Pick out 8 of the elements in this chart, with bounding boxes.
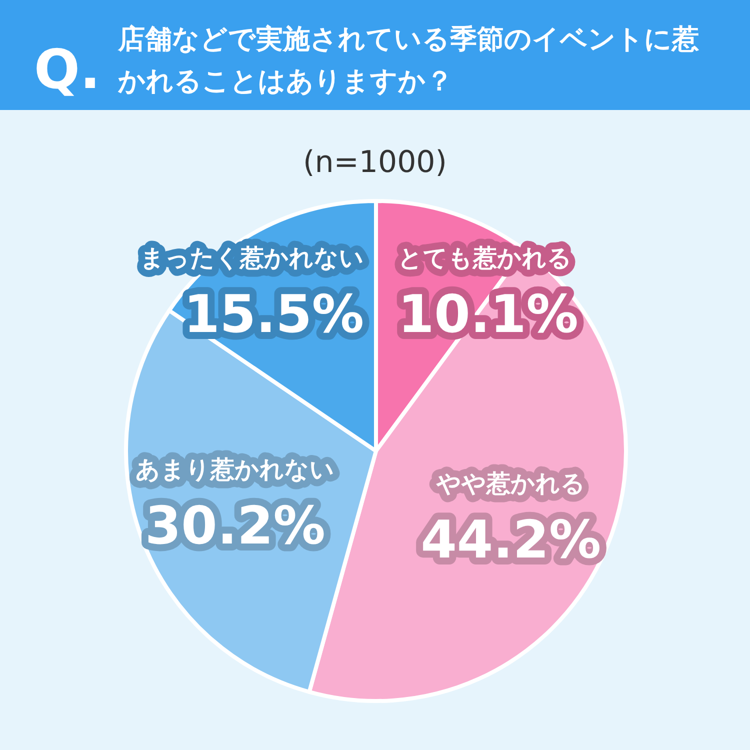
- data-label: 15.5%: [184, 285, 364, 345]
- slice-label: あまり惹かれない: [136, 456, 335, 484]
- slice-label: やや惹かれる: [435, 470, 586, 498]
- data-label: 44.2%: [420, 510, 602, 571]
- text: Q.: [34, 38, 100, 101]
- data-label: 30.2%: [144, 496, 326, 557]
- chart-title: 店舗などで実施されている季節のイベントに惹かれることはありますか？: [117, 24, 700, 97]
- chart-subtitle: (n=1000): [303, 145, 447, 180]
